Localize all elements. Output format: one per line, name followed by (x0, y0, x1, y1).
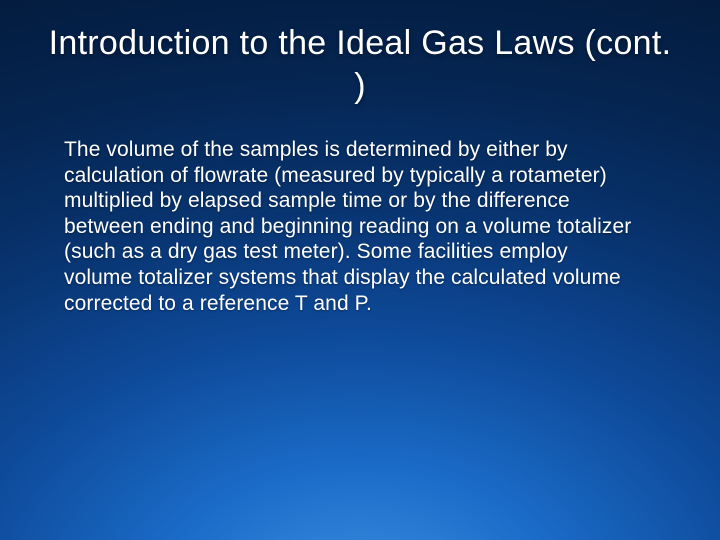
slide-title: Introduction to the Ideal Gas Laws (cont… (44, 22, 676, 107)
slide-body-wrap: The volume of the samples is determined … (44, 137, 676, 316)
slide: Introduction to the Ideal Gas Laws (cont… (0, 0, 720, 540)
slide-body-text: The volume of the samples is determined … (64, 137, 634, 316)
